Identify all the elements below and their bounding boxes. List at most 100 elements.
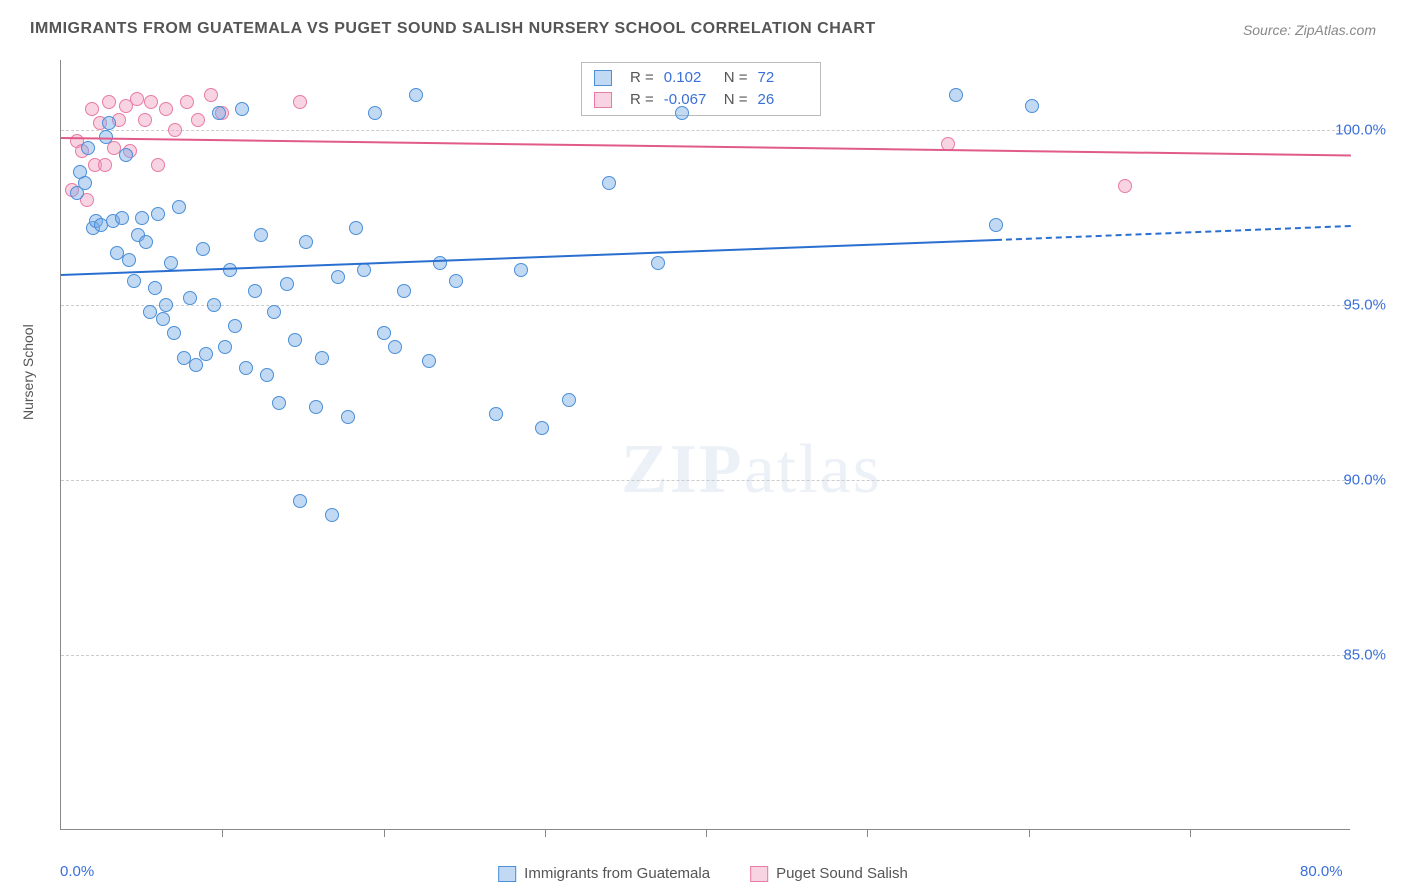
x-tick xyxy=(706,829,707,837)
x-tick-label: 80.0% xyxy=(1300,863,1343,880)
scatter-point-series1 xyxy=(167,326,181,340)
scatter-point-series1 xyxy=(422,354,436,368)
legend-label: Immigrants from Guatemala xyxy=(524,865,710,882)
legend-swatch xyxy=(750,866,768,882)
scatter-point-series2 xyxy=(204,88,218,102)
scatter-point-series1 xyxy=(535,421,549,435)
scatter-point-series1 xyxy=(172,200,186,214)
scatter-point-series1 xyxy=(254,228,268,242)
x-tick xyxy=(384,829,385,837)
scatter-point-series2 xyxy=(151,158,165,172)
legend-n-label: N = xyxy=(724,89,748,111)
scatter-point-series1 xyxy=(514,263,528,277)
scatter-point-series1 xyxy=(143,305,157,319)
scatter-point-series1 xyxy=(218,340,232,354)
y-tick-label: 100.0% xyxy=(1335,122,1386,139)
scatter-point-series1 xyxy=(409,88,423,102)
x-tick xyxy=(545,829,546,837)
legend-stats-row: R =-0.067N =26 xyxy=(594,89,808,111)
legend-n-label: N = xyxy=(724,67,748,89)
scatter-point-series1 xyxy=(183,291,197,305)
legend-stats-row: R =0.102N =72 xyxy=(594,67,808,89)
scatter-point-series2 xyxy=(191,113,205,127)
scatter-point-series1 xyxy=(78,176,92,190)
x-tick xyxy=(867,829,868,837)
scatter-point-series1 xyxy=(368,106,382,120)
scatter-point-series2 xyxy=(159,102,173,116)
scatter-point-series1 xyxy=(562,393,576,407)
gridline xyxy=(61,480,1350,481)
scatter-point-series1 xyxy=(235,102,249,116)
scatter-point-series1 xyxy=(122,253,136,267)
scatter-point-series1 xyxy=(119,148,133,162)
scatter-point-series1 xyxy=(309,400,323,414)
scatter-point-series1 xyxy=(331,270,345,284)
trend-line-series1-ext xyxy=(996,225,1351,241)
scatter-point-series1 xyxy=(299,235,313,249)
scatter-point-series1 xyxy=(651,256,665,270)
scatter-point-series1 xyxy=(280,277,294,291)
scatter-point-series2 xyxy=(144,95,158,109)
scatter-point-series1 xyxy=(341,410,355,424)
scatter-point-series1 xyxy=(196,242,210,256)
legend-n-value: 72 xyxy=(758,67,808,89)
legend-r-label: R = xyxy=(630,67,654,89)
scatter-point-series2 xyxy=(168,123,182,137)
gridline xyxy=(61,130,1350,131)
scatter-point-series1 xyxy=(177,351,191,365)
scatter-point-series1 xyxy=(199,347,213,361)
scatter-point-series2 xyxy=(102,95,116,109)
scatter-point-series1 xyxy=(449,274,463,288)
scatter-point-series1 xyxy=(315,351,329,365)
trend-line-series2 xyxy=(61,137,1351,156)
scatter-point-series1 xyxy=(156,312,170,326)
scatter-point-series1 xyxy=(151,207,165,221)
scatter-point-series2 xyxy=(98,158,112,172)
gridline xyxy=(61,655,1350,656)
scatter-point-series1 xyxy=(293,494,307,508)
scatter-point-series1 xyxy=(260,368,274,382)
x-tick-label: 0.0% xyxy=(60,863,94,880)
legend-n-value: 26 xyxy=(758,89,808,111)
scatter-point-series1 xyxy=(489,407,503,421)
scatter-point-series1 xyxy=(164,256,178,270)
scatter-point-series1 xyxy=(675,106,689,120)
scatter-point-series1 xyxy=(102,116,116,130)
scatter-point-series1 xyxy=(115,211,129,225)
scatter-point-series1 xyxy=(248,284,262,298)
legend-swatch xyxy=(594,92,612,108)
scatter-point-series1 xyxy=(288,333,302,347)
x-tick xyxy=(1029,829,1030,837)
y-axis-label: Nursery School xyxy=(20,324,36,420)
scatter-point-series1 xyxy=(602,176,616,190)
scatter-point-series1 xyxy=(388,340,402,354)
legend-swatch xyxy=(594,70,612,86)
legend-swatch xyxy=(498,866,516,882)
source-label: Source: ZipAtlas.com xyxy=(1243,22,1376,38)
x-tick xyxy=(222,829,223,837)
legend-item: Immigrants from Guatemala xyxy=(498,865,710,882)
scatter-point-series1 xyxy=(81,141,95,155)
scatter-point-series1 xyxy=(397,284,411,298)
scatter-point-series1 xyxy=(228,319,242,333)
legend-item: Puget Sound Salish xyxy=(750,865,908,882)
chart-title: IMMIGRANTS FROM GUATEMALA VS PUGET SOUND… xyxy=(30,20,876,38)
y-tick-label: 85.0% xyxy=(1343,647,1386,664)
scatter-point-series1 xyxy=(325,508,339,522)
scatter-point-series1 xyxy=(989,218,1003,232)
y-tick-label: 95.0% xyxy=(1343,297,1386,314)
scatter-point-series2 xyxy=(1118,179,1132,193)
scatter-point-series1 xyxy=(139,235,153,249)
scatter-point-series1 xyxy=(159,298,173,312)
plot-area: ZIPatlas R =0.102N =72R =-0.067N =26 xyxy=(60,60,1350,830)
scatter-point-series2 xyxy=(138,113,152,127)
scatter-point-series1 xyxy=(349,221,363,235)
scatter-point-series1 xyxy=(433,256,447,270)
scatter-point-series1 xyxy=(135,211,149,225)
scatter-point-series1 xyxy=(212,106,226,120)
legend-stats-box: R =0.102N =72R =-0.067N =26 xyxy=(581,62,821,116)
scatter-point-series2 xyxy=(180,95,194,109)
watermark: ZIPatlas xyxy=(621,430,882,510)
legend-r-label: R = xyxy=(630,89,654,111)
y-tick-label: 90.0% xyxy=(1343,472,1386,489)
